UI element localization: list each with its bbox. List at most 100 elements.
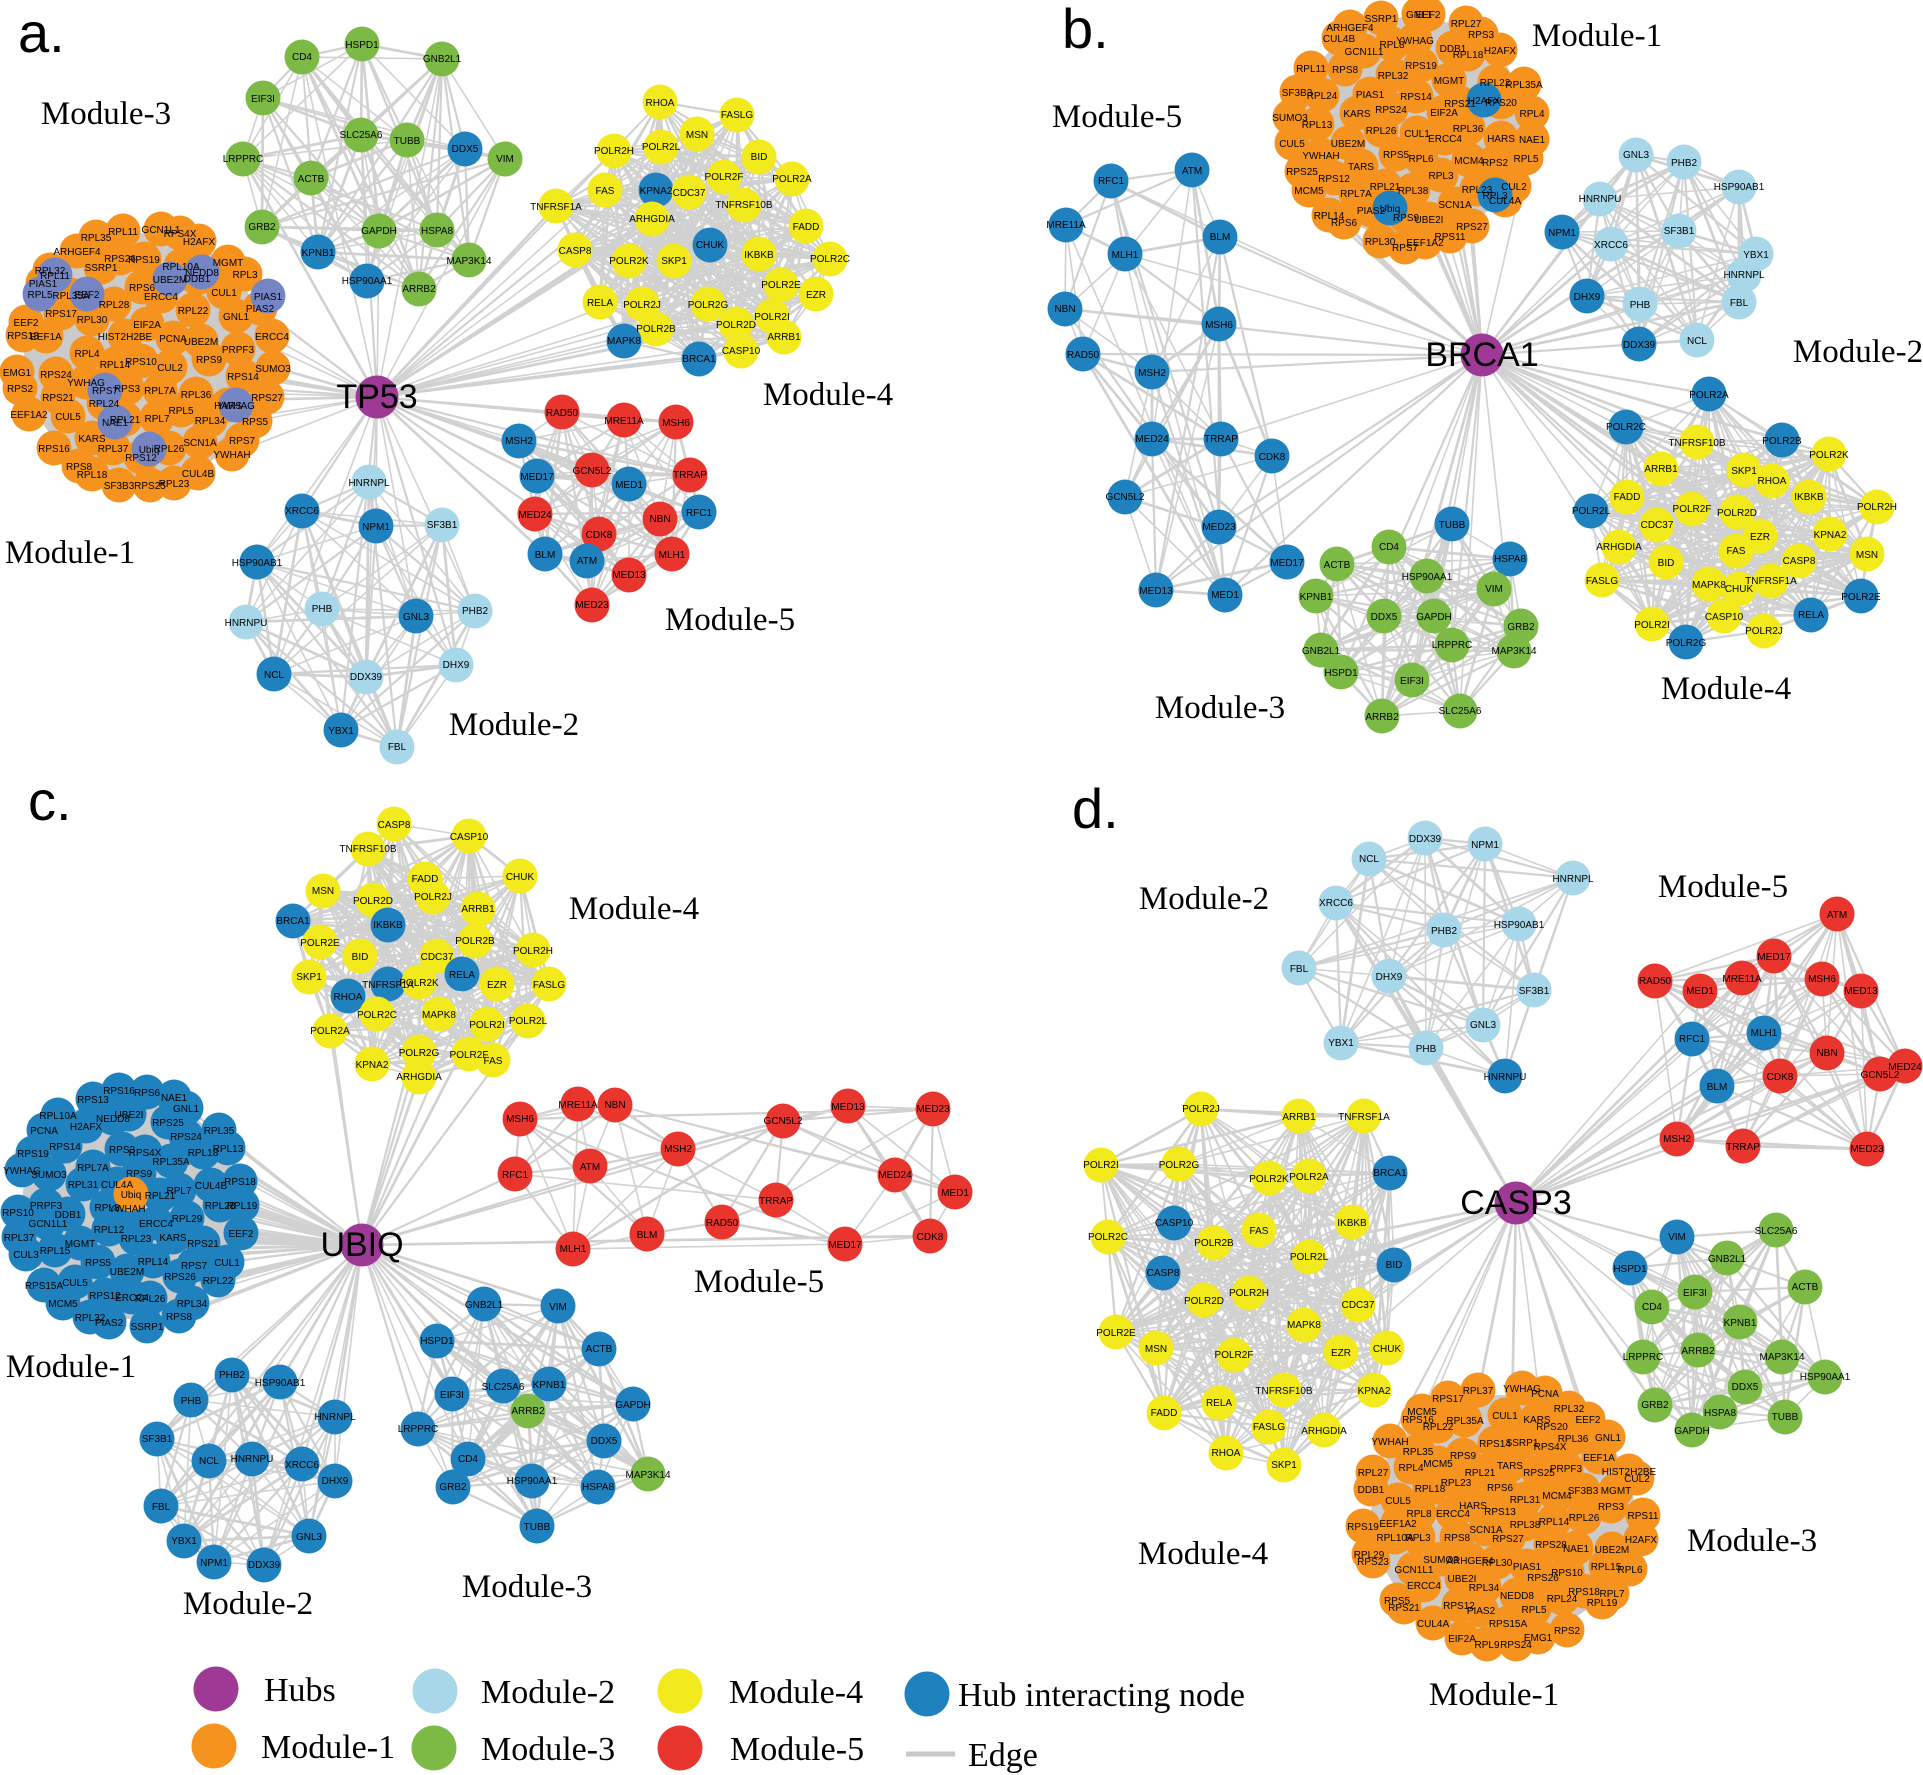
svg-text:RPS23: RPS23 <box>1357 1557 1389 1568</box>
svg-text:RPS5: RPS5 <box>242 417 269 428</box>
svg-text:GNL3: GNL3 <box>296 1532 323 1543</box>
svg-text:UBE2I: UBE2I <box>1448 1574 1477 1585</box>
svg-text:CDC37: CDC37 <box>673 188 706 199</box>
svg-text:HNRNPU: HNRNPU <box>225 618 268 629</box>
svg-text:RPL32: RPL32 <box>75 1313 106 1324</box>
svg-text:POLR2F: POLR2F <box>705 172 744 183</box>
svg-text:ACTB: ACTB <box>586 1344 613 1355</box>
svg-text:PHB: PHB <box>1630 300 1651 311</box>
svg-text:CDK8: CDK8 <box>1259 452 1286 463</box>
svg-text:ERCC4: ERCC4 <box>1436 1509 1470 1520</box>
svg-text:IKBKB: IKBKB <box>373 920 403 931</box>
svg-text:MSH6: MSH6 <box>662 418 690 429</box>
svg-text:RPS6: RPS6 <box>134 1088 161 1099</box>
svg-text:RFC1: RFC1 <box>1098 176 1125 187</box>
svg-text:ERCC4: ERCC4 <box>1407 1581 1441 1592</box>
svg-text:LRPPRC: LRPPRC <box>1432 640 1473 651</box>
svg-text:EEF1A2: EEF1A2 <box>1406 238 1444 249</box>
svg-text:RPL37: RPL37 <box>4 1233 35 1244</box>
svg-text:MED24: MED24 <box>518 510 552 521</box>
svg-text:EIF2A: EIF2A <box>133 320 161 331</box>
svg-text:RPS21: RPS21 <box>42 393 74 404</box>
svg-text:UBE2M: UBE2M <box>153 275 187 286</box>
svg-text:ARRB2: ARRB2 <box>1681 1346 1715 1357</box>
svg-text:MED24: MED24 <box>1888 1062 1922 1073</box>
svg-text:RPL22: RPL22 <box>203 1276 234 1287</box>
svg-text:MRE11A: MRE11A <box>1046 220 1086 231</box>
svg-text:POLR2J: POLR2J <box>1182 1104 1220 1115</box>
svg-text:CD4: CD4 <box>458 1454 478 1465</box>
svg-text:ARRB1: ARRB1 <box>461 904 495 915</box>
svg-text:RAD50: RAD50 <box>706 1218 739 1229</box>
svg-text:FASLG: FASLG <box>721 110 753 121</box>
svg-text:RFC1: RFC1 <box>686 508 713 519</box>
svg-text:YWHAG: YWHAG <box>217 401 255 412</box>
svg-text:RPL38: RPL38 <box>1510 1520 1541 1531</box>
svg-text:GCN1L1: GCN1L1 <box>1345 47 1384 58</box>
svg-text:RPL18: RPL18 <box>1415 1484 1446 1495</box>
svg-text:HSPD1: HSPD1 <box>345 40 379 51</box>
svg-text:CUL1: CUL1 <box>1492 1411 1518 1422</box>
svg-text:EEF1A: EEF1A <box>1583 1453 1615 1464</box>
svg-text:TUBB: TUBB <box>1772 1412 1799 1423</box>
svg-text:DHX9: DHX9 <box>322 1476 349 1487</box>
svg-text:MED13: MED13 <box>1844 986 1878 997</box>
svg-text:BID: BID <box>1386 1260 1403 1271</box>
svg-text:CASP10: CASP10 <box>450 832 489 843</box>
svg-text:BID: BID <box>1658 558 1675 569</box>
svg-text:RPL35A: RPL35A <box>1505 80 1543 91</box>
svg-text:RPS11: RPS11 <box>1628 1511 1659 1522</box>
svg-text:TRRAP: TRRAP <box>1204 434 1238 445</box>
svg-text:RPS2: RPS2 <box>1482 158 1509 169</box>
svg-text:RPS4X: RPS4X <box>164 229 197 240</box>
svg-text:RPL7: RPL7 <box>144 414 169 425</box>
svg-text:GRB2: GRB2 <box>1507 622 1535 633</box>
svg-text:RPS14: RPS14 <box>227 372 259 383</box>
svg-text:TNFRSF10B: TNFRSF10B <box>715 200 773 211</box>
svg-text:KPNB1: KPNB1 <box>1724 1318 1757 1329</box>
svg-text:RPL35A: RPL35A <box>52 291 90 302</box>
svg-text:RPS19: RPS19 <box>1347 1522 1379 1533</box>
svg-text:FAS: FAS <box>1727 546 1746 557</box>
svg-text:SUMO3: SUMO3 <box>1423 1555 1459 1566</box>
svg-text:RPS3: RPS3 <box>1598 1502 1625 1513</box>
svg-text:BRCA1: BRCA1 <box>1373 1168 1407 1179</box>
svg-text:RPL14: RPL14 <box>1314 211 1345 222</box>
svg-text:YWHAH: YWHAH <box>213 450 250 461</box>
svg-text:RPL7A: RPL7A <box>144 386 176 397</box>
svg-text:PCNA: PCNA <box>159 334 187 345</box>
svg-text:RPL19: RPL19 <box>1587 1598 1618 1609</box>
svg-text:RPL24: RPL24 <box>1307 91 1338 102</box>
svg-text:PIAS2: PIAS2 <box>1357 206 1386 217</box>
svg-text:CASP10: CASP10 <box>1705 612 1744 623</box>
svg-text:RPS8: RPS8 <box>66 462 93 473</box>
svg-text:SKP1: SKP1 <box>1271 1460 1297 1471</box>
svg-text:PHB2: PHB2 <box>462 606 489 617</box>
svg-text:RPS14: RPS14 <box>1400 92 1432 103</box>
svg-text:RPL7: RPL7 <box>166 1186 191 1197</box>
svg-text:NEDD8: NEDD8 <box>1500 1591 1534 1602</box>
svg-text:POLR2H: POLR2H <box>594 146 634 157</box>
svg-text:HARS: HARS <box>214 401 242 412</box>
svg-text:POLR2I: POLR2I <box>1083 1160 1119 1171</box>
svg-text:BRCA1: BRCA1 <box>682 354 716 365</box>
svg-text:NAE1: NAE1 <box>1563 1544 1590 1555</box>
svg-text:SUMO3: SUMO3 <box>255 364 291 375</box>
svg-text:POLR2J: POLR2J <box>414 892 452 903</box>
svg-text:RPS3: RPS3 <box>114 384 141 395</box>
svg-text:CUL4B: CUL4B <box>1323 34 1356 45</box>
svg-text:CUL2: CUL2 <box>157 363 183 374</box>
svg-text:POLR2D: POLR2D <box>716 320 756 331</box>
svg-text:Hub interacting node: Hub interacting node <box>958 1677 1245 1714</box>
svg-text:YWHAH: YWHAH <box>108 1204 145 1215</box>
svg-text:PHB: PHB <box>1416 1044 1437 1055</box>
svg-text:SKP1: SKP1 <box>1731 466 1757 477</box>
svg-text:TUBB: TUBB <box>524 1522 551 1533</box>
svg-text:RPS9: RPS9 <box>196 355 223 366</box>
svg-text:HSP90AA1: HSP90AA1 <box>1402 572 1453 583</box>
svg-text:VIM: VIM <box>496 154 514 165</box>
svg-text:POLR2I: POLR2I <box>754 312 790 323</box>
svg-text:DDB1: DDB1 <box>1358 1485 1385 1496</box>
svg-text:POLR2J: POLR2J <box>623 300 661 311</box>
svg-text:GCN1L1: GCN1L1 <box>142 225 181 236</box>
